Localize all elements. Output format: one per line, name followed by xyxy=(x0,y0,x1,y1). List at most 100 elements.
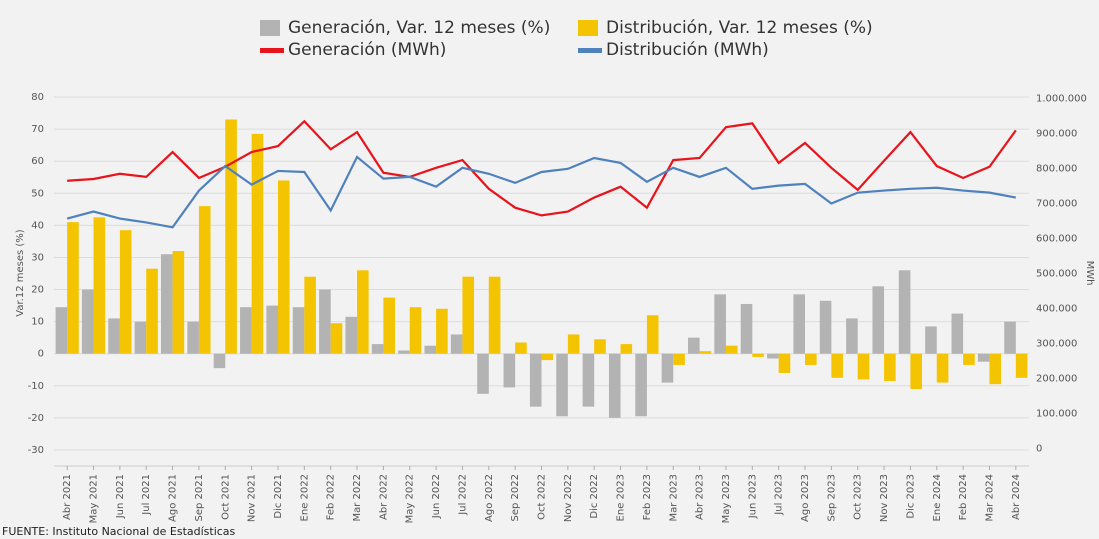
bar xyxy=(477,353,489,394)
bar xyxy=(898,270,911,354)
y-tick-label: -20 xyxy=(28,413,44,424)
y-tick-label: 20 xyxy=(31,285,44,296)
bar xyxy=(752,353,764,357)
legend-swatch xyxy=(260,48,284,53)
x-tick-label: Abr 2023 xyxy=(695,474,706,520)
bar xyxy=(541,353,554,361)
x-tick-label: Dic 2023 xyxy=(905,474,916,519)
x-tick-label: Ene 2023 xyxy=(616,474,627,521)
x-tick-label: Oct 2022 xyxy=(537,474,548,520)
source: FUENTE: Instituto Nacional de Estadístic… xyxy=(2,525,236,538)
bar xyxy=(409,307,422,354)
bar xyxy=(503,353,516,388)
y-tick-label: 50 xyxy=(31,188,44,199)
bar xyxy=(81,289,94,354)
y2-axis-title: MWh xyxy=(1084,261,1095,286)
bar xyxy=(119,230,132,354)
x-tick-label: May 2023 xyxy=(721,474,732,523)
bar xyxy=(383,297,395,354)
bar xyxy=(793,294,806,354)
bar xyxy=(55,307,68,354)
bar xyxy=(436,308,448,354)
bar xyxy=(1015,353,1028,378)
y2-tick-label: 500.000 xyxy=(1036,269,1077,280)
legend-swatch xyxy=(578,20,598,36)
y-tick-label: 0 xyxy=(38,349,44,360)
x-tick-label: Abr 2024 xyxy=(1011,474,1022,520)
bar xyxy=(187,321,199,354)
bar xyxy=(225,119,237,354)
x-tick-label: Nov 2023 xyxy=(879,474,890,522)
bar xyxy=(330,323,343,354)
bar xyxy=(608,353,621,418)
bar xyxy=(936,353,949,383)
legend-label: Generación (MWh) xyxy=(288,40,446,60)
x-tick-label: Sep 2023 xyxy=(826,474,837,521)
bar xyxy=(1004,321,1016,354)
y2-tick-label: 0 xyxy=(1036,444,1042,455)
x-tick-label: Jul 2021 xyxy=(141,474,152,516)
bar xyxy=(371,344,384,354)
bar xyxy=(108,318,120,354)
bar xyxy=(93,217,106,354)
x-tick-label: Mar 2024 xyxy=(984,474,995,522)
y-tick-label: 60 xyxy=(31,156,44,167)
bar xyxy=(304,276,316,354)
line xyxy=(66,155,1017,229)
y-tick-label: 10 xyxy=(31,317,44,328)
bar xyxy=(805,353,817,365)
x-tick-label: Jun 2021 xyxy=(115,474,126,519)
x-tick-label: Feb 2024 xyxy=(958,474,969,520)
x-tick-label: Mar 2022 xyxy=(352,474,363,522)
x-tick-label: Ago 2022 xyxy=(484,474,495,522)
bar xyxy=(582,353,595,407)
y-tick-label: -10 xyxy=(28,381,44,392)
bar xyxy=(977,353,990,362)
bar xyxy=(989,353,1002,385)
y-tick-label: -30 xyxy=(28,445,44,456)
x-tick-label: Sep 2022 xyxy=(510,474,521,521)
y-tick-label: 80 xyxy=(31,92,44,103)
bar xyxy=(594,339,606,354)
y-axis-title: Var.12 meses (%) xyxy=(15,229,26,317)
y-tick-label: 30 xyxy=(31,252,44,263)
bar xyxy=(661,353,674,383)
bar xyxy=(556,353,568,417)
y2-tick-label: 1.000.000 xyxy=(1036,94,1087,105)
x-tick-label: Jun 2023 xyxy=(747,474,758,519)
bar xyxy=(357,270,369,354)
y-tick-label: 70 xyxy=(31,124,44,135)
bar xyxy=(963,353,975,365)
bar xyxy=(884,353,896,381)
bar xyxy=(857,353,870,380)
bar xyxy=(620,344,633,354)
bar xyxy=(767,353,779,359)
bar xyxy=(488,276,501,354)
bar xyxy=(450,334,463,354)
bar xyxy=(740,303,753,354)
x-tick-label: Feb 2023 xyxy=(642,474,653,520)
x-tick-label: Jun 2022 xyxy=(431,474,442,519)
legend-label: Distribución (MWh) xyxy=(606,40,769,60)
x-tick-label: Dic 2021 xyxy=(273,474,284,519)
bar xyxy=(872,286,885,354)
y2-tick-label: 400.000 xyxy=(1036,304,1077,315)
bar xyxy=(846,318,858,354)
bar xyxy=(213,353,226,369)
bar xyxy=(134,321,147,354)
y2-tick-label: 700.000 xyxy=(1036,199,1077,210)
y2-tick-label: 800.000 xyxy=(1036,164,1077,175)
x-tick-label: Nov 2021 xyxy=(247,474,258,522)
x-tick-label: Ago 2023 xyxy=(800,474,811,522)
bar xyxy=(646,315,659,354)
bar xyxy=(673,353,685,365)
x-tick-label: Mar 2023 xyxy=(668,474,679,522)
x-tick-label: Abr 2021 xyxy=(62,474,73,520)
bar xyxy=(529,353,542,407)
bar xyxy=(319,289,331,354)
bar xyxy=(198,206,211,354)
bar xyxy=(515,342,527,354)
bar xyxy=(277,180,290,354)
y2-tick-label: 900.000 xyxy=(1036,129,1077,140)
